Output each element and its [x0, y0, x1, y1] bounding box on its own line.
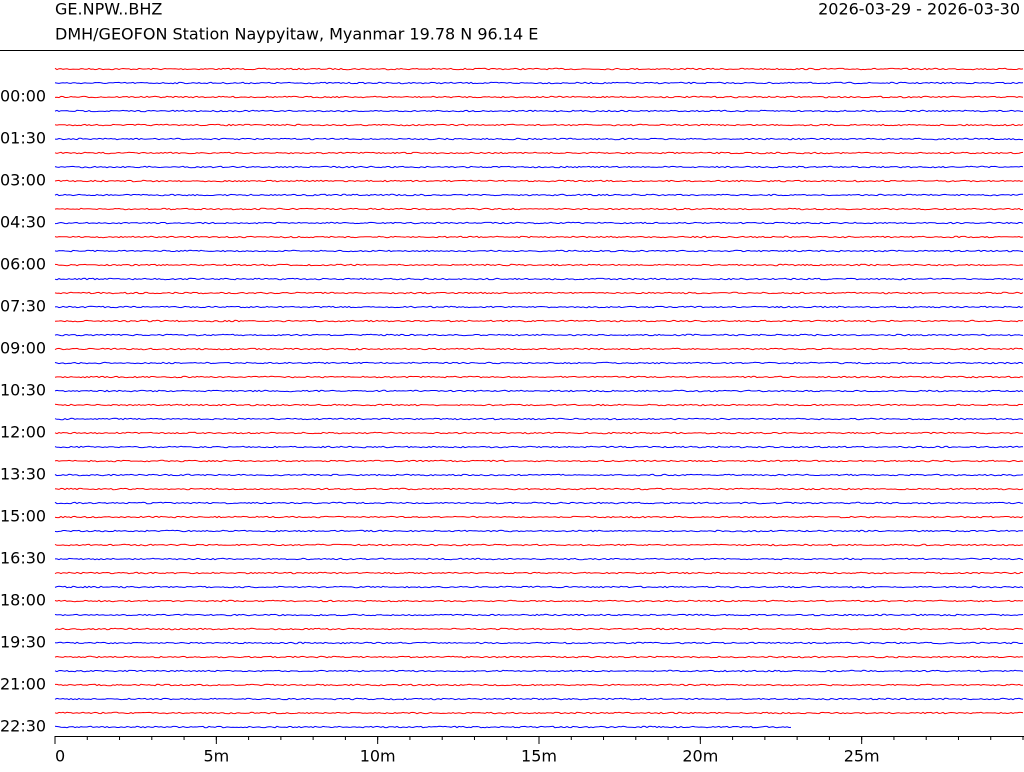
trace	[54, 137, 1023, 141]
x-tick-label: 15m	[521, 747, 557, 766]
trace	[54, 179, 1024, 183]
trace	[54, 669, 1024, 673]
row-time-label: 18:00	[0, 591, 46, 610]
trace	[54, 529, 1024, 533]
trace	[54, 389, 1024, 393]
trace	[54, 347, 1024, 351]
trace	[54, 613, 1024, 617]
trace	[54, 375, 1024, 379]
trace	[54, 305, 1024, 309]
trace	[54, 417, 1024, 421]
trace	[54, 487, 1024, 491]
row-time-label: 15:00	[0, 507, 46, 526]
row-time-label: 07:30	[0, 297, 46, 316]
row-time-label: 12:00	[0, 423, 46, 442]
trace	[54, 571, 1024, 575]
trace	[54, 655, 1024, 659]
trace	[54, 501, 1024, 505]
trace	[54, 445, 1023, 449]
station-description: DMH/GEOFON Station Naypyitaw, Myanmar 19…	[55, 25, 538, 44]
trace	[54, 277, 1024, 281]
trace	[54, 249, 1024, 253]
trace	[54, 95, 1024, 99]
trace	[54, 361, 1024, 365]
row-time-label: 22:30	[0, 717, 46, 736]
trace	[54, 123, 1024, 127]
trace	[54, 641, 1024, 645]
trace	[54, 711, 1024, 715]
trace	[54, 67, 1024, 71]
trace	[54, 151, 1024, 155]
row-time-label: 21:00	[0, 675, 46, 694]
station-code: GE.NPW..BHZ	[55, 0, 162, 19]
trace	[54, 109, 1024, 113]
trace	[55, 557, 1024, 561]
trace	[54, 207, 1024, 211]
row-time-label: 09:00	[0, 339, 46, 358]
x-tick-label: 25m	[844, 747, 880, 766]
date-range: 2026-03-29 - 2026-03-30	[818, 0, 1020, 19]
trace	[54, 473, 1024, 477]
x-tick-label: 20m	[682, 747, 718, 766]
trace	[54, 403, 1024, 407]
trace	[54, 599, 1024, 603]
row-time-label: 16:30	[0, 549, 46, 568]
trace	[54, 165, 1024, 169]
trace	[55, 683, 1024, 687]
row-time-label: 19:30	[0, 633, 46, 652]
trace	[54, 627, 1024, 631]
trace	[54, 235, 1024, 239]
row-time-label: 06:00	[0, 255, 46, 274]
trace	[54, 543, 1023, 547]
trace	[54, 585, 1024, 589]
trace	[54, 291, 1024, 295]
x-tick-label: 5m	[203, 747, 229, 766]
row-time-label: 01:30	[0, 129, 46, 148]
x-tick-label: 0	[55, 747, 65, 766]
row-time-label: 04:30	[0, 213, 46, 232]
x-tick-label: 10m	[360, 747, 396, 766]
trace	[54, 319, 1024, 323]
trace	[54, 431, 1024, 435]
row-time-label: 13:30	[0, 465, 46, 484]
trace	[54, 193, 1023, 197]
trace	[54, 459, 1024, 463]
trace	[54, 725, 792, 729]
row-time-label: 10:30	[0, 381, 46, 400]
trace	[54, 263, 1024, 267]
trace	[54, 221, 1024, 225]
row-time-label: 03:00	[0, 171, 46, 190]
trace	[54, 515, 1024, 519]
row-time-label: 00:00	[0, 87, 46, 106]
trace	[54, 697, 1024, 701]
trace	[54, 81, 1024, 85]
trace	[54, 333, 1024, 337]
